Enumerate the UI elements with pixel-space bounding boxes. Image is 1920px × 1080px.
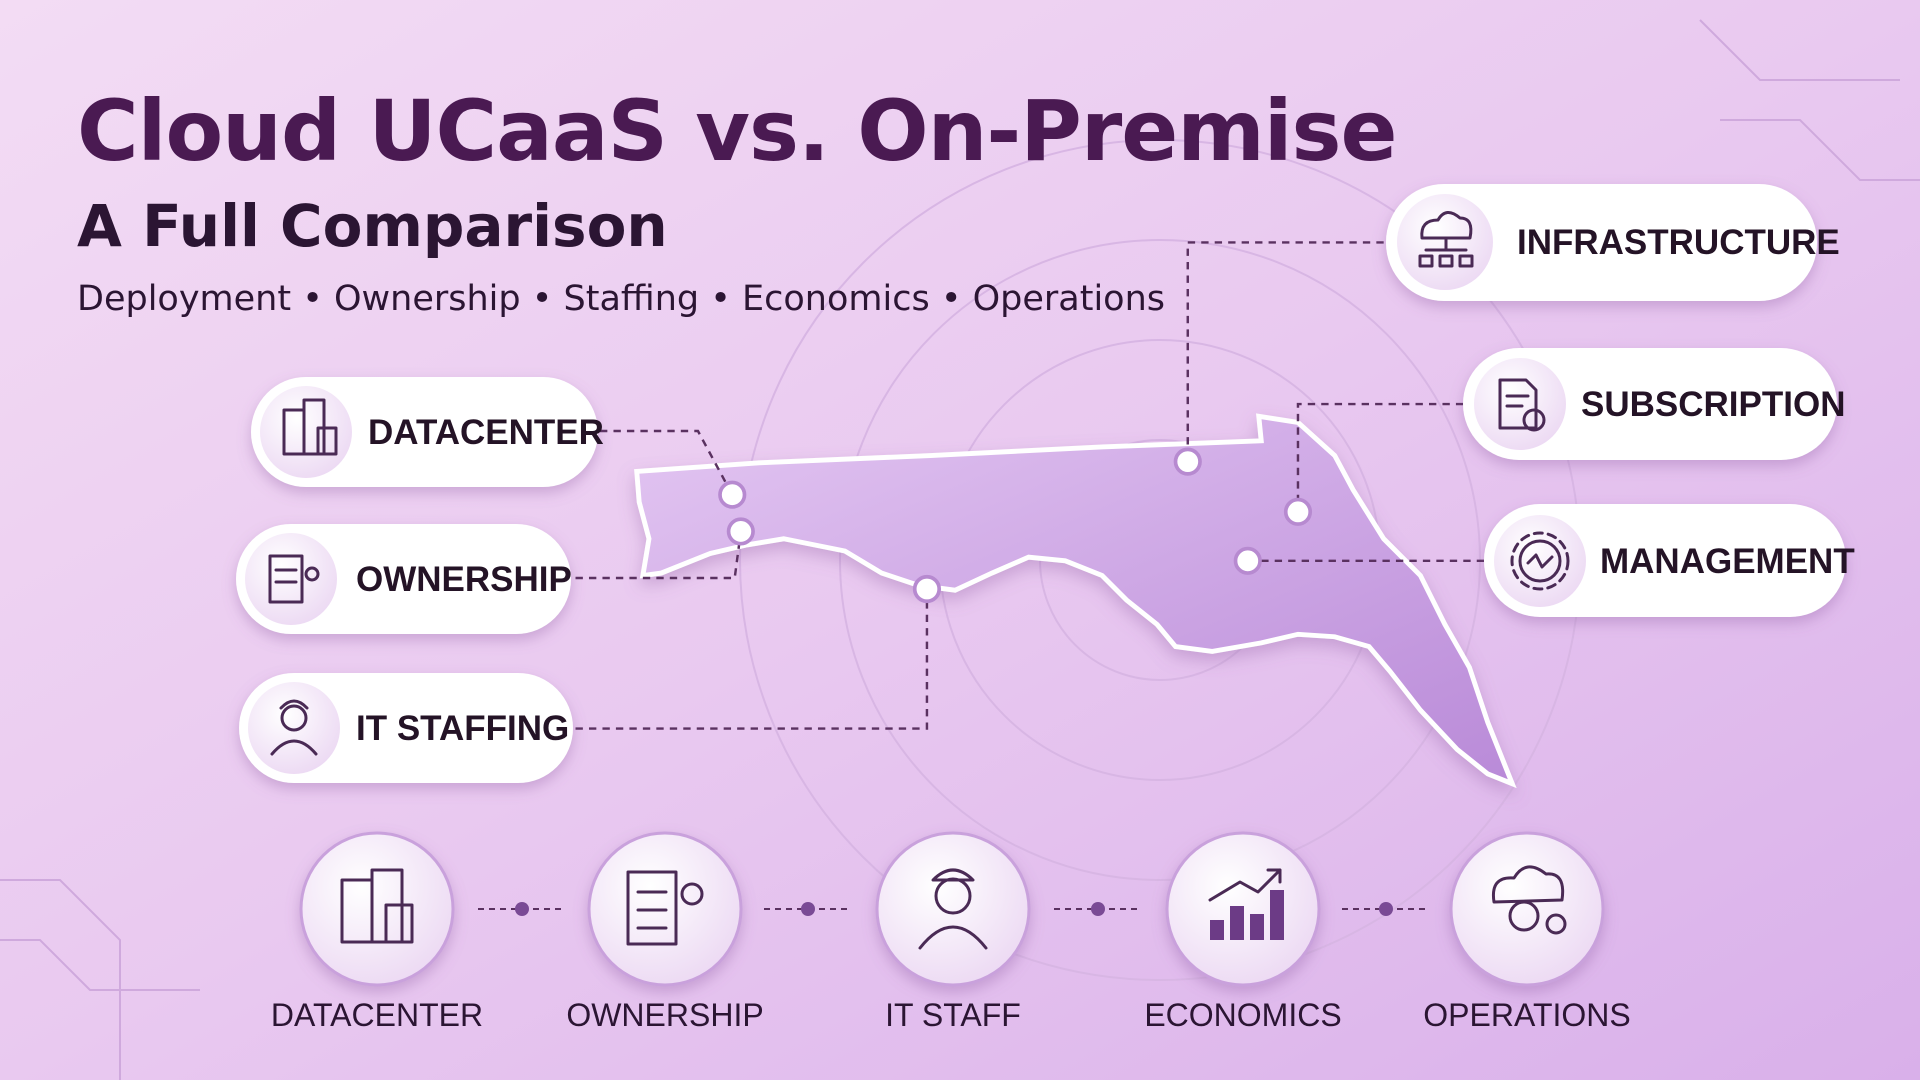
decoration bbox=[1418, 211, 1474, 268]
decoration bbox=[1720, 119, 1920, 181]
pill-label: SUBSCRIPTION bbox=[1581, 385, 1845, 424]
decoration bbox=[1210, 920, 1224, 940]
pill-label: IT STAFFING bbox=[356, 709, 569, 748]
bottom-item: ECONOMICS bbox=[1144, 831, 1342, 1033]
decoration bbox=[280, 704, 308, 732]
decoration bbox=[1420, 211, 1473, 240]
decoration bbox=[918, 868, 988, 950]
connector bbox=[600, 429, 734, 496]
decoration bbox=[1510, 531, 1570, 591]
decoration bbox=[1510, 531, 1570, 591]
decoration bbox=[1233, 546, 1262, 575]
decoration bbox=[801, 902, 815, 916]
decoration bbox=[1208, 868, 1282, 902]
decoration bbox=[1463, 348, 1837, 460]
connector bbox=[575, 588, 929, 730]
left-pill: OWNERSHIP bbox=[236, 524, 572, 634]
decoration bbox=[931, 868, 975, 882]
bottom-item: IT STAFF bbox=[875, 831, 1031, 1033]
pill-label: DATACENTER bbox=[368, 413, 604, 452]
decoration bbox=[384, 903, 414, 944]
pill-label: INFRASTRUCTURE bbox=[1517, 223, 1840, 262]
bottom-label: OPERATIONS bbox=[1423, 997, 1630, 1033]
decoration bbox=[1699, 19, 1900, 81]
left-pill: DATACENTER bbox=[251, 377, 604, 487]
decoration bbox=[0, 879, 121, 1080]
bottom-item: OPERATIONS bbox=[1423, 831, 1631, 1033]
decoration bbox=[1230, 906, 1244, 940]
left-pill: IT STAFFING bbox=[239, 673, 573, 783]
decoration bbox=[918, 925, 988, 950]
decoration bbox=[1210, 890, 1284, 940]
decoration bbox=[515, 902, 1393, 916]
bottom-item: OWNERSHIP bbox=[566, 831, 764, 1033]
decoration bbox=[626, 870, 678, 946]
right-pill: INFRASTRUCTURE bbox=[1386, 184, 1840, 301]
decoration bbox=[1418, 254, 1434, 268]
decoration bbox=[1270, 890, 1284, 940]
decoration bbox=[1526, 553, 1554, 569]
decoration bbox=[268, 554, 320, 604]
decoration bbox=[1283, 497, 1313, 526]
decoration bbox=[1250, 914, 1264, 940]
right-pill: SUBSCRIPTION bbox=[1463, 348, 1845, 460]
decoration bbox=[626, 870, 704, 946]
decoration bbox=[1438, 254, 1454, 268]
connector bbox=[575, 531, 743, 580]
decoration bbox=[1386, 184, 1817, 301]
decoration bbox=[1491, 865, 1565, 904]
decoration bbox=[279, 699, 309, 710]
title: Cloud UCaaS vs. On-Premise bbox=[77, 82, 1397, 180]
decoration bbox=[1173, 447, 1202, 476]
decoration bbox=[270, 699, 318, 756]
decoration bbox=[1091, 902, 1105, 916]
decoration bbox=[0, 939, 200, 991]
bottom-label: IT STAFF bbox=[885, 997, 1021, 1033]
decoration bbox=[316, 426, 338, 456]
circuit-lines bbox=[0, 19, 1920, 1080]
decoration bbox=[718, 480, 747, 509]
decoration bbox=[1498, 378, 1546, 432]
right-pill: MANAGEMENT bbox=[1484, 504, 1855, 617]
decoration bbox=[268, 554, 304, 604]
decoration bbox=[304, 566, 320, 582]
decoration bbox=[1474, 358, 1566, 450]
bottom-item: DATACENTER bbox=[271, 831, 483, 1033]
decoration bbox=[1449, 831, 1605, 987]
decoration bbox=[248, 682, 340, 774]
connector bbox=[1296, 402, 1464, 512]
decoration bbox=[299, 831, 455, 987]
decoration bbox=[912, 574, 942, 604]
pill-label: MANAGEMENT bbox=[1600, 542, 1855, 581]
map bbox=[575, 241, 1517, 789]
decoration bbox=[340, 868, 414, 944]
decoration bbox=[1522, 408, 1546, 432]
pill-label: OWNERSHIP bbox=[356, 560, 572, 599]
bottom-label: ECONOMICS bbox=[1144, 997, 1341, 1033]
decoration bbox=[270, 739, 318, 756]
topics: Deployment • Ownership • Staffing • Econ… bbox=[77, 279, 1165, 319]
decoration bbox=[680, 882, 704, 906]
decoration bbox=[1458, 254, 1474, 268]
decoration bbox=[1491, 865, 1567, 935]
decoration bbox=[1545, 913, 1567, 935]
decoration bbox=[875, 831, 1031, 987]
subtitle: A Full Comparison bbox=[77, 192, 668, 260]
decoration bbox=[515, 902, 529, 916]
decoration bbox=[1508, 900, 1540, 932]
decoration bbox=[1518, 539, 1562, 583]
decoration bbox=[282, 398, 338, 456]
decoration bbox=[1379, 902, 1393, 916]
map-dots bbox=[718, 447, 1313, 604]
bottom-connectors bbox=[478, 902, 1430, 916]
decoration bbox=[245, 533, 337, 625]
decoration bbox=[726, 517, 755, 546]
bottom-label: DATACENTER bbox=[271, 997, 483, 1033]
bottom-label: OWNERSHIP bbox=[566, 997, 763, 1033]
